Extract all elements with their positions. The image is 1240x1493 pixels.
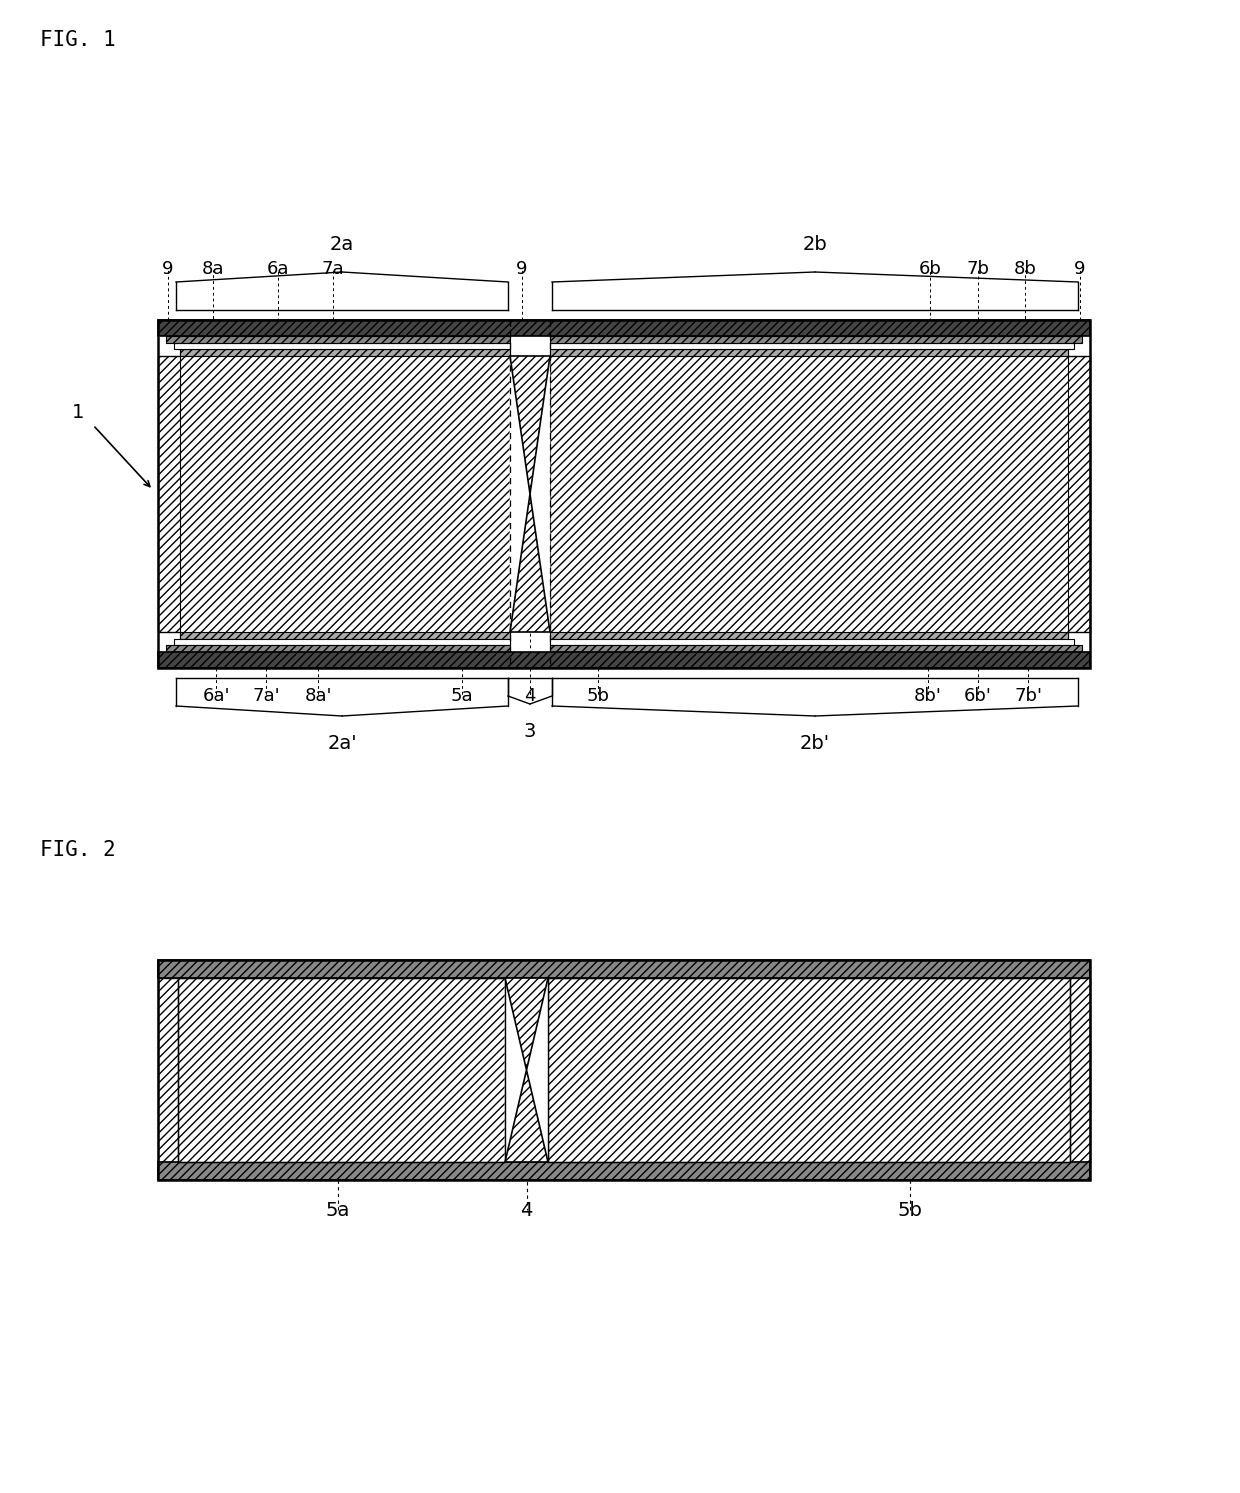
Bar [157,355,510,632]
Bar [157,960,1090,978]
Bar [174,343,510,349]
Bar [179,978,505,1162]
Text: 9: 9 [1074,260,1086,278]
Polygon shape [505,1070,548,1162]
Text: 7b': 7b' [1014,687,1042,705]
Bar [551,349,1068,355]
Text: 2a: 2a [330,234,355,254]
Text: 1: 1 [72,403,84,423]
Bar [551,645,1083,652]
Bar [548,978,1090,1162]
Bar [179,978,505,1162]
Polygon shape [510,494,551,632]
Bar [548,978,1070,1162]
Text: 2b': 2b' [800,735,830,752]
Bar [157,960,1090,1179]
Text: FIG. 2: FIG. 2 [40,841,115,860]
Text: 6a: 6a [267,260,289,278]
Text: 5a: 5a [326,1200,350,1220]
Text: 6b': 6b' [963,687,992,705]
Bar [157,320,1090,667]
Polygon shape [529,494,551,632]
Text: 6a': 6a' [202,687,229,705]
Polygon shape [510,355,529,494]
Text: 9: 9 [516,260,528,278]
Bar [174,639,510,645]
Text: 4: 4 [525,687,536,705]
Polygon shape [529,355,551,494]
Text: 6b: 6b [919,260,941,278]
Text: 7a': 7a' [252,687,280,705]
Polygon shape [510,355,551,494]
Bar [157,1162,1090,1179]
Text: 5b: 5b [898,1200,923,1220]
Bar [180,349,510,355]
Polygon shape [510,494,529,632]
Bar [180,632,510,639]
Polygon shape [505,978,548,1070]
Bar [157,652,1090,667]
Polygon shape [527,978,548,1070]
Text: 3: 3 [523,723,536,741]
Text: 4: 4 [521,1200,533,1220]
Bar [551,632,1068,639]
Text: 2a': 2a' [327,735,357,752]
Bar [551,355,1090,632]
Text: 5a: 5a [450,687,474,705]
Bar [166,336,510,343]
Text: 8b': 8b' [914,687,942,705]
Text: 8a': 8a' [304,687,332,705]
Bar [551,336,1083,343]
Polygon shape [527,1070,548,1162]
Bar [157,978,505,1162]
Text: 9: 9 [162,260,174,278]
Bar [157,320,1090,336]
Bar [551,343,1068,645]
Text: 2b: 2b [802,234,827,254]
Text: FIG. 1: FIG. 1 [40,30,115,49]
Bar [166,645,510,652]
Text: 8b: 8b [1013,260,1037,278]
Text: 7a: 7a [321,260,345,278]
Text: 7b: 7b [966,260,990,278]
Text: 5b: 5b [587,687,610,705]
Bar [548,978,1070,1162]
Bar [551,343,1074,349]
Polygon shape [505,978,527,1070]
Text: 8a: 8a [202,260,224,278]
Bar [551,639,1074,645]
Bar [180,343,510,645]
Polygon shape [505,1070,527,1162]
